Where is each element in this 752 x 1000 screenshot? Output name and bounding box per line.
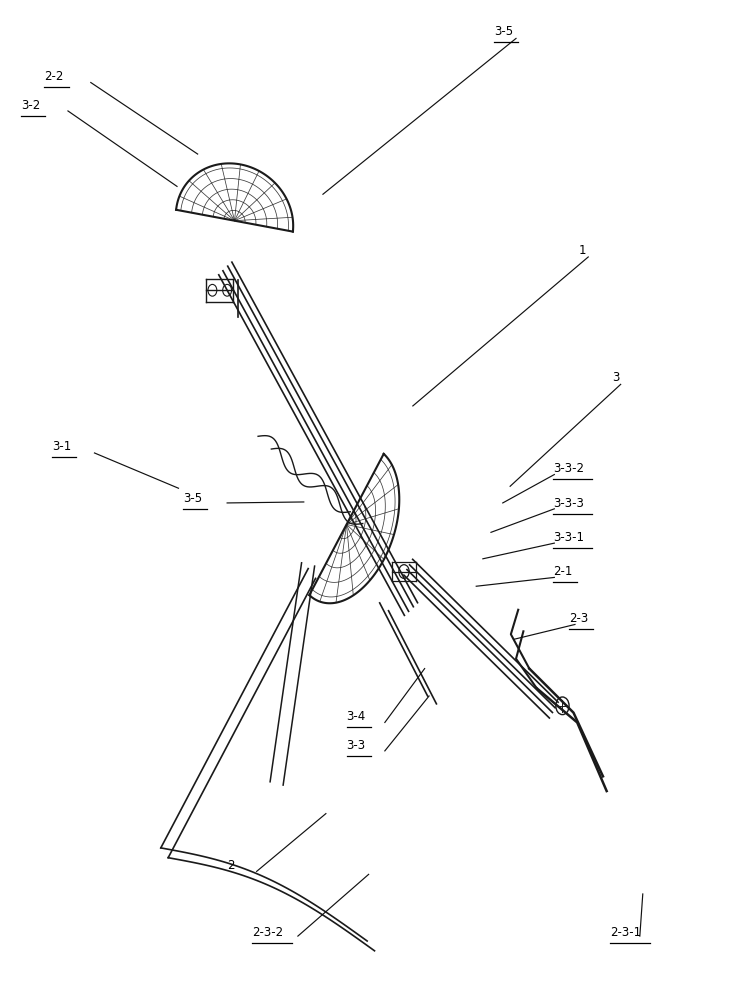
Text: 3-1: 3-1 xyxy=(52,440,71,453)
Text: 2-2: 2-2 xyxy=(44,70,64,84)
Text: 2-3: 2-3 xyxy=(569,612,588,625)
Text: 2: 2 xyxy=(227,859,235,872)
Text: 1: 1 xyxy=(579,244,586,257)
Text: 3-3: 3-3 xyxy=(347,739,365,752)
Text: 3-3-3: 3-3-3 xyxy=(553,497,584,510)
Text: 3-5: 3-5 xyxy=(183,492,202,505)
Text: 2-1: 2-1 xyxy=(553,565,572,578)
Text: 3: 3 xyxy=(612,371,619,384)
Text: 3-3-2: 3-3-2 xyxy=(553,462,584,476)
Text: 2-3-1: 2-3-1 xyxy=(611,926,641,939)
Text: 2-3-2: 2-3-2 xyxy=(252,926,284,939)
Text: 3-3-1: 3-3-1 xyxy=(553,531,584,544)
Text: 3-5: 3-5 xyxy=(494,25,513,38)
Text: 3-2: 3-2 xyxy=(21,99,40,112)
Text: 3-4: 3-4 xyxy=(347,710,365,723)
